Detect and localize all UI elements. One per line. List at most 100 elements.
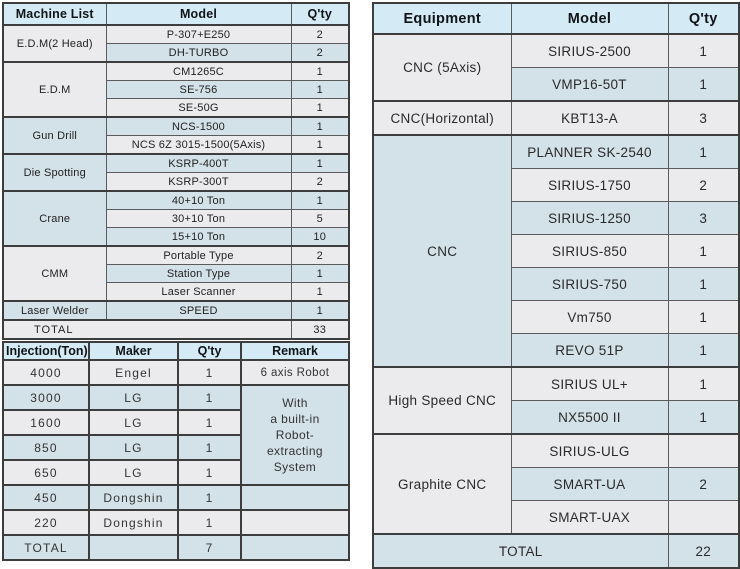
qty-cell: 1 <box>290 135 350 155</box>
remark-column-header: Remark <box>240 341 350 361</box>
table-row: Gun Drill NCS-1500 1 <box>2 116 350 155</box>
injection-table: Injection(Ton) Maker Q'ty Remark 4000 En… <box>2 341 350 561</box>
table-row: SE-50G 1 <box>3 98 350 118</box>
category-cell: E.D.M <box>2 61 107 118</box>
category-cell: CMM <box>2 245 107 302</box>
total-label-cell: TOTAL <box>372 533 669 569</box>
table-row: High Speed CNC SIRIUS UL+ 1 <box>372 366 740 435</box>
model-cell: KBT13-A <box>510 100 669 136</box>
category-cell: CNC(Horizontal) <box>372 100 512 136</box>
table-row: Die Spotting KSRP-400T 1 <box>2 153 350 192</box>
qty-cell: 1 <box>177 409 242 436</box>
table-row: CMM Portable Type 2 <box>2 245 350 302</box>
qty-cell: 3 <box>667 100 740 136</box>
category-cell: E.D.M(2 Head) <box>2 24 107 63</box>
model-cell: Station Type <box>105 264 292 283</box>
model-cell: Laser Scanner <box>105 282 292 302</box>
model-cell: PLANNER SK-2540 <box>510 134 669 169</box>
total-qty-cell: 22 <box>667 533 740 569</box>
qty-cell: 3 <box>667 201 740 235</box>
total-row: TOTAL 7 <box>2 534 350 561</box>
ton-cell: 850 <box>2 434 90 461</box>
maker-cell: LG <box>88 409 179 436</box>
model-cell: SMART-UA <box>510 467 669 501</box>
category-cell: CNC (5Axis) <box>372 33 512 102</box>
category-cell: Crane <box>2 190 107 247</box>
qty-cell: 1 <box>177 459 242 486</box>
maker-cell: LG <box>88 384 179 411</box>
category-cell: High Speed CNC <box>372 366 512 435</box>
model-cell: SPEED <box>105 300 292 321</box>
category-cell: Gun Drill <box>2 116 107 155</box>
remark-cell <box>240 534 350 561</box>
qty-cell: 2 <box>290 24 350 44</box>
table-row: 3000 LG 1 With a built-in Robot- extract… <box>2 384 350 486</box>
table-row: SIRIUS-1750 2 <box>373 168 740 202</box>
model-cell: KSRP-400T <box>105 153 292 173</box>
maker-cell: Dongshin <box>88 509 179 536</box>
table-row: Vm750 1 <box>373 300 740 334</box>
qty-cell: 1 <box>177 359 242 386</box>
table-row: 1600 LG 1 <box>2 409 349 436</box>
model-cell: DH-TURBO <box>105 43 292 63</box>
header-row: Machine List Model Q'ty <box>2 2 350 26</box>
model-cell: SIRIUS-2500 <box>510 33 669 68</box>
maker-column-header: Maker <box>88 341 179 361</box>
table-row: SMART-UA 2 <box>373 467 740 501</box>
remark-cell <box>240 509 350 536</box>
qty-cell: 1 <box>290 282 350 302</box>
ton-cell: 4000 <box>2 359 90 386</box>
table-row: SE-756 1 <box>3 80 350 99</box>
table-row: E.D.M(2 Head) P-307+E250 2 <box>2 24 350 63</box>
model-cell: SMART-UAX <box>510 500 669 535</box>
table-row: 650 LG 1 <box>2 459 349 486</box>
qty-cell: 1 <box>667 134 740 169</box>
category-cell: Graphite CNC <box>372 433 512 535</box>
model-column-header: Model <box>105 2 292 26</box>
table-row: 450 Dongshin 1 <box>2 484 350 511</box>
table-row: CNC(Horizontal) KBT13-A 3 <box>372 100 740 136</box>
ton-cell: 3000 <box>2 384 90 411</box>
table-row: CNC PLANNER SK-2540 1 <box>372 134 740 368</box>
total-label-cell: TOTAL <box>2 319 292 340</box>
qty-column-header: Q'ty <box>667 2 740 35</box>
qty-cell: 1 <box>290 61 350 81</box>
total-qty-cell: 7 <box>177 534 242 561</box>
qty-cell: 1 <box>290 98 350 118</box>
table-row: 4000 Engel 1 6 axis Robot <box>2 359 350 386</box>
qty-cell: 10 <box>290 227 350 247</box>
table-row: Laser Scanner 1 <box>3 282 350 302</box>
machine-list-column-header: Machine List <box>2 2 107 26</box>
table-row: Graphite CNC SIRIUS-ULG <box>372 433 740 535</box>
model-cell: 30+10 Ton <box>105 209 292 228</box>
model-cell: P-307+E250 <box>105 24 292 44</box>
table-row: 30+10 Ton 5 <box>3 209 350 228</box>
ton-cell: 1600 <box>2 409 90 436</box>
qty-cell <box>667 433 740 468</box>
merged-remark-cell: With a built-in Robot- extracting System <box>240 384 350 486</box>
model-cell: 40+10 Ton <box>105 190 292 210</box>
table-row: SIRIUS-1250 3 <box>373 201 740 235</box>
table-row: KSRP-300T 2 <box>3 172 350 192</box>
model-cell: 15+10 Ton <box>105 227 292 247</box>
model-cell: Portable Type <box>105 245 292 265</box>
category-cell: Die Spotting <box>2 153 107 192</box>
model-column-header: Model <box>510 2 669 35</box>
qty-cell: 1 <box>177 509 242 536</box>
table-row: 15+10 Ton 10 <box>3 227 350 247</box>
table-row: NCS 6Z 3015-1500(5Axis) 1 <box>3 135 350 155</box>
qty-cell: 1 <box>667 67 740 102</box>
qty-cell: 1 <box>667 300 740 334</box>
remark-cell: 6 axis Robot <box>240 359 350 386</box>
table-row: 220 Dongshin 1 <box>2 509 350 536</box>
qty-cell: 2 <box>667 467 740 501</box>
total-qty-cell: 33 <box>290 319 350 340</box>
maker-cell: Engel <box>88 359 179 386</box>
model-cell: Vm750 <box>510 300 669 334</box>
qty-cell: 1 <box>290 153 350 173</box>
model-cell: CM1265C <box>105 61 292 81</box>
injection-ton-column-header: Injection(Ton) <box>2 341 90 361</box>
maker-cell <box>88 534 179 561</box>
table-row: SMART-UAX <box>373 500 740 535</box>
qty-cell: 1 <box>290 116 350 136</box>
